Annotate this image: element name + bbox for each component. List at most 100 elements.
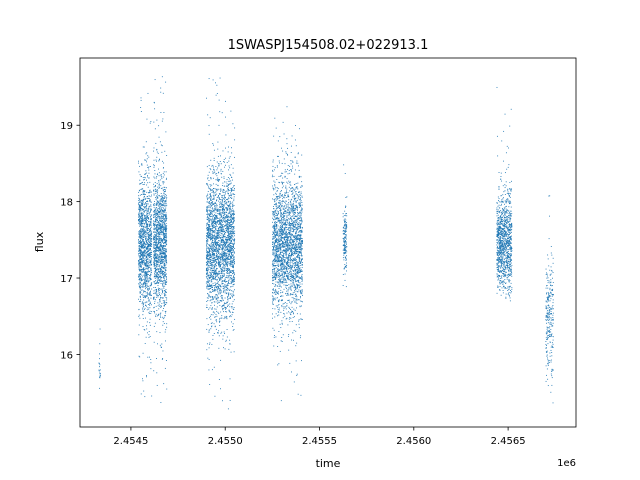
data-point [208,275,210,277]
data-point [218,197,220,199]
data-point [155,246,157,248]
data-point [217,172,219,174]
data-point [154,177,156,179]
data-point [141,235,143,237]
data-point [221,317,223,319]
data-point [206,254,208,256]
data-point [155,212,157,214]
data-point [165,234,167,236]
data-point [153,165,155,167]
data-point [210,198,212,200]
data-point [216,188,218,190]
data-point [159,236,161,238]
data-point [226,246,228,248]
data-point [166,388,168,390]
data-point [138,274,140,276]
data-point [150,278,152,280]
data-point [217,232,219,234]
data-point [227,276,229,278]
data-point [212,314,214,316]
data-point [215,244,217,246]
data-point [155,190,157,192]
data-point [158,187,160,189]
data-point [231,219,233,220]
data-point [165,340,166,342]
data-point [226,275,228,277]
data-point [226,199,228,201]
data-point [144,272,146,274]
data-point [138,241,140,243]
data-point [156,213,158,215]
data-point [160,174,162,176]
data-point [146,283,148,285]
data-point [157,215,159,217]
data-point [157,255,159,257]
data-point [99,375,101,377]
data-point [142,308,144,310]
data-point [226,208,228,210]
data-point [144,281,146,283]
data-point [233,267,234,269]
data-point [221,239,223,241]
data-point [226,227,228,229]
data-point [158,240,160,242]
data-point [158,221,160,223]
data-point [218,99,220,101]
data-point [232,217,233,219]
data-point [220,216,222,218]
data-point [226,242,228,244]
data-point [156,310,158,311]
data-point [218,229,220,231]
data-point [146,217,148,219]
data-point [223,308,225,309]
data-point [214,265,215,267]
data-point [217,250,219,252]
data-point [150,257,152,259]
data-point [162,206,164,208]
data-point [139,248,141,250]
data-point [145,236,147,237]
data-point [157,212,159,213]
data-point [225,164,226,166]
data-point [147,255,149,257]
data-point [139,279,141,281]
data-point [211,228,213,229]
data-point [147,175,149,177]
data-point [150,269,152,271]
data-point [161,259,163,261]
data-point [229,203,230,205]
data-point [142,378,143,380]
data-point [230,270,232,272]
data-point [208,252,210,254]
data-point [224,181,225,183]
data-point [233,242,235,244]
data-point [144,396,146,398]
data-point [224,197,226,199]
data-point [155,250,157,251]
data-point [215,221,216,223]
data-point [145,264,147,266]
data-point [215,238,217,239]
data-point [220,225,222,227]
data-point [211,225,213,227]
data-point [226,284,228,286]
data-point [229,178,230,180]
data-point [162,167,164,169]
data-point [160,242,162,244]
data-point [210,299,212,301]
data-point [146,184,148,186]
data-point [138,324,140,326]
data-point [138,202,140,203]
data-point [209,315,211,317]
data-point [161,271,163,273]
data-point [212,219,214,221]
data-point [138,263,140,265]
data-point [161,249,162,251]
data-point [141,269,143,270]
data-point [224,251,226,253]
data-point [215,294,217,296]
data-point [144,233,146,235]
data-point [157,202,159,204]
data-point [144,249,146,251]
data-point [159,201,161,203]
